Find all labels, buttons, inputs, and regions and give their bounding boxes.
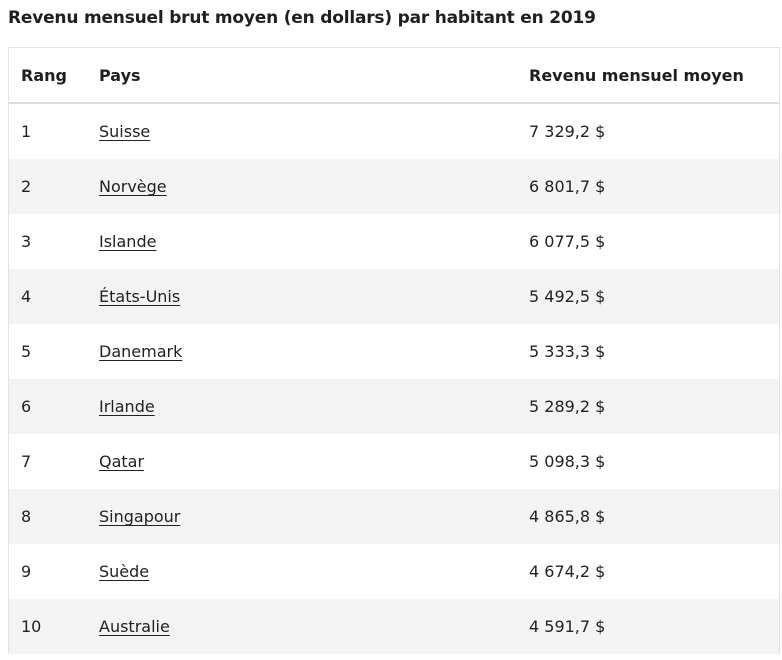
cell-income: 4 865,8 $ [529,507,606,526]
cell-income: 6 801,7 $ [529,177,606,196]
table-header: Rang Pays Revenu mensuel moyen [9,48,779,104]
country-link[interactable]: Norvège [99,177,167,196]
cell-rank: 3 [21,232,32,251]
cell-income: 6 077,5 $ [529,232,606,251]
table-row: 2 Norvège 6 801,7 $ [9,159,779,214]
table-row: 10 Australie 4 591,7 $ [9,599,779,654]
table-row: 3 Islande 6 077,5 $ [9,214,779,269]
country-link[interactable]: Danemark [99,342,183,361]
country-link[interactable]: Qatar [99,452,145,471]
country-link[interactable]: Islande [99,232,157,251]
cell-income: 5 098,3 $ [529,452,606,471]
cell-rank: 1 [21,122,32,141]
country-link[interactable]: Irlande [99,397,155,416]
cell-income: 5 289,2 $ [529,397,606,416]
cell-income: 4 591,7 $ [529,617,606,636]
table-row: 9 Suède 4 674,2 $ [9,544,779,599]
cell-income: 4 674,2 $ [529,562,606,581]
table-row: 1 Suisse 7 329,2 $ [9,104,779,159]
cell-rank: 6 [21,397,32,416]
table-row: 6 Irlande 5 289,2 $ [9,379,779,434]
country-link[interactable]: Suisse [99,122,151,141]
header-country: Pays [99,65,141,85]
header-rank: Rang [21,65,67,85]
cell-rank: 2 [21,177,32,196]
cell-rank: 4 [21,287,32,306]
page-title: Revenu mensuel brut moyen (en dollars) p… [8,8,596,28]
table-row: 5 Danemark 5 333,3 $ [9,324,779,379]
income-table: Rang Pays Revenu mensuel moyen 1 Suisse … [8,47,780,654]
cell-income: 5 492,5 $ [529,287,606,306]
cell-income: 5 333,3 $ [529,342,606,361]
cell-income: 7 329,2 $ [529,122,606,141]
table-row: 8 Singapour 4 865,8 $ [9,489,779,544]
header-income: Revenu mensuel moyen [529,65,744,85]
country-link[interactable]: États-Unis [99,287,181,306]
cell-rank: 5 [21,342,32,361]
country-link[interactable]: Singapour [99,507,181,526]
cell-rank: 8 [21,507,32,526]
cell-rank: 10 [21,617,42,636]
country-link[interactable]: Suède [99,562,150,581]
cell-rank: 9 [21,562,32,581]
country-link[interactable]: Australie [99,617,170,636]
table-row: 7 Qatar 5 098,3 $ [9,434,779,489]
cell-rank: 7 [21,452,32,471]
table-row: 4 États-Unis 5 492,5 $ [9,269,779,324]
